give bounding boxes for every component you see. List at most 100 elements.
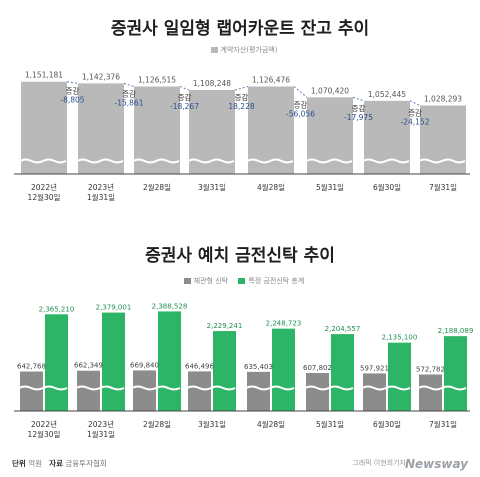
axis-break-mark — [76, 158, 124, 164]
x-tick-label: 2월28일 — [143, 182, 171, 192]
series2-value-label: 2,135,100 — [382, 334, 418, 342]
series2-value-label: 2,248,723 — [266, 320, 302, 328]
bar-series2 — [272, 328, 295, 411]
bar-value-label: 1,126,515 — [138, 75, 176, 84]
axis-break-mark — [187, 158, 235, 164]
x-tick-label: 6월30일 — [373, 419, 401, 429]
bar-series1 — [363, 373, 386, 411]
axis-break-mark — [418, 158, 466, 164]
bar-series2 — [102, 312, 125, 411]
series2-value-label: 2,388,528 — [152, 302, 188, 310]
axis-break-mark — [19, 158, 67, 164]
bar-contract — [21, 81, 67, 174]
axis-break-mark — [131, 385, 181, 391]
change-label: 증감 — [408, 108, 422, 118]
series1-value-label: 572,782 — [416, 365, 445, 373]
axis-break-mark — [305, 158, 353, 164]
bar-series2 — [158, 311, 181, 411]
x-tick-label: 6월30일 — [373, 182, 401, 192]
change-value: -56,056 — [286, 109, 315, 118]
axis-break-mark — [246, 158, 294, 164]
change-connector — [66, 81, 79, 84]
legend-label-contract: 계약자산(평가금액) — [220, 46, 278, 54]
bar-series1 — [20, 371, 43, 411]
x-tick-label: 4월28일 — [257, 182, 285, 192]
bar-series1 — [247, 371, 270, 411]
x-tick-label: 3월31일 — [198, 419, 226, 429]
change-label: 증감 — [352, 103, 366, 113]
bar-value-label: 1,142,376 — [82, 72, 120, 81]
series2-value-label: 2,365,210 — [39, 305, 75, 313]
change-value: -18,267 — [170, 102, 199, 111]
bar-series1 — [419, 374, 442, 411]
series2-value-label: 2,204,557 — [325, 325, 361, 333]
x-tick-label: 7월31일 — [429, 182, 457, 192]
axis-break-mark — [361, 385, 411, 391]
footer-credit: 그래픽 이현희기자 — [352, 459, 406, 467]
change-connector — [179, 86, 190, 91]
series2-value-label: 2,188,089 — [438, 327, 474, 335]
series1-value-label: 642,768 — [17, 363, 46, 371]
chart1-legend: 계약자산(평가금액) — [0, 45, 480, 55]
change-connector — [352, 96, 365, 102]
series2-value-label: 2,229,241 — [207, 322, 243, 330]
x-tick-label: 2023년 — [88, 419, 114, 429]
bar-series1 — [188, 371, 211, 411]
change-connector — [293, 86, 308, 98]
x-tick-label: 12월30일 — [28, 429, 61, 439]
chart1-title: 증권사 일임형 랩어카운트 잔고 추이 — [110, 19, 370, 39]
change-label: 증감 — [178, 92, 192, 102]
series1-value-label: 597,921 — [360, 364, 389, 372]
series2-value-label: 2,379,001 — [96, 304, 132, 312]
x-tick-label: 2022년 — [31, 182, 57, 192]
bar-series1 — [133, 370, 156, 411]
change-value: -15,861 — [115, 98, 144, 107]
bar-series2 — [444, 336, 467, 411]
footer-unit: 단위 억원 자료 금융투자협회 — [12, 459, 107, 468]
bar-series2 — [388, 342, 411, 411]
x-tick-label: 1월31일 — [87, 192, 115, 202]
series1-value-label: 646,496 — [185, 362, 214, 370]
bar-series2 — [331, 334, 354, 411]
x-tick-label: 5월31일 — [316, 419, 344, 429]
change-connector — [234, 86, 249, 91]
x-tick-label: 4월28일 — [257, 419, 285, 429]
bar-series2 — [213, 331, 236, 411]
x-tick-label: 12월30일 — [28, 192, 61, 202]
axis-break-mark — [304, 385, 354, 391]
bar-value-label: 1,108,248 — [193, 79, 231, 88]
change-label: 증감 — [122, 88, 136, 98]
legend-label-series2: 특정 금전신탁 총계 — [248, 277, 305, 285]
x-tick-label: 2022년 — [31, 419, 57, 429]
series1-value-label: 607,802 — [303, 364, 332, 372]
x-tick-label: 2월28일 — [143, 419, 171, 429]
bar-value-label: 1,028,293 — [424, 95, 462, 104]
change-connector — [123, 82, 135, 87]
axis-break-mark — [362, 158, 410, 164]
change-value: -24,152 — [401, 118, 430, 127]
bar-contract — [420, 105, 466, 174]
bar-value-label: 1,151,181 — [25, 71, 63, 80]
change-label: 증감 — [294, 99, 308, 109]
x-tick-label: 7월31일 — [429, 419, 457, 429]
legend-swatch-series2 — [238, 278, 246, 284]
x-tick-label: 5월31일 — [316, 182, 344, 192]
change-value: -17,975 — [344, 113, 373, 122]
bar-value-label: 1,070,420 — [311, 86, 349, 95]
change-connector — [409, 100, 421, 106]
axis-break-mark — [18, 385, 68, 391]
x-tick-label: 1월31일 — [87, 429, 115, 439]
chart2-title: 증권사 예치 금전신탁 추이 — [145, 246, 335, 266]
series1-value-label: 662,349 — [74, 362, 103, 370]
legend-swatch-contract — [210, 47, 218, 53]
x-tick-label: 2023년 — [88, 182, 114, 192]
change-value: 18,228 — [228, 102, 254, 111]
change-label: 증감 — [235, 92, 249, 102]
series1-value-label: 635,403 — [244, 363, 273, 371]
bar-value-label: 1,052,445 — [368, 90, 406, 99]
axis-break-mark — [132, 158, 180, 164]
series1-value-label: 669,840 — [130, 361, 159, 369]
axis-break-mark — [75, 385, 125, 391]
chart2-legend: 재관형 신탁 특정 금전신탁 총계 — [0, 276, 480, 286]
